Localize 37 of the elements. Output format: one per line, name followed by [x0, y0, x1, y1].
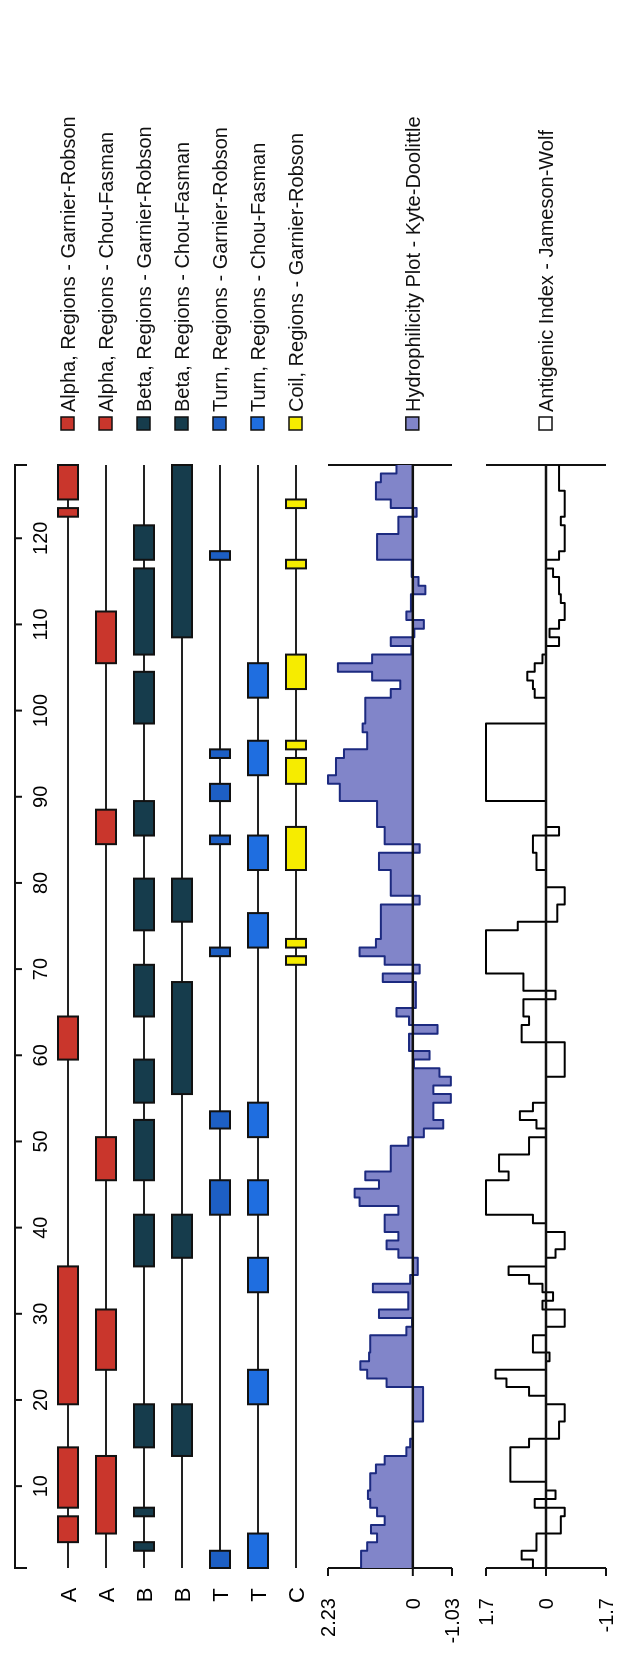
x-tick-label: T — [245, 1588, 271, 1602]
y-tick-label: 20 — [29, 1388, 51, 1412]
text: Beta, Regions - Garnier-Robson — [133, 126, 155, 412]
text: Turn, Regions - Garnier-Robson — [209, 127, 231, 412]
text: Turn, Regions - Chou-Fasman — [247, 142, 269, 412]
x-tick-label: A — [55, 1587, 81, 1603]
y-tick-label: 10 — [29, 1475, 51, 1498]
text: Antigenic Index - Jameson-Wolf — [535, 129, 557, 412]
y-tick-label: 120 — [29, 521, 51, 555]
y-tick-label: 30 — [29, 1302, 51, 1325]
y-tick-label: 60 — [29, 1044, 51, 1067]
x-tick-label: 0 — [535, 1598, 557, 1610]
y-tick-label: 110 — [29, 608, 51, 641]
text: Alpha, Regions - Chou-Fasman — [95, 131, 117, 412]
y-tick-label: 40 — [29, 1216, 51, 1239]
bar — [133, 524, 155, 561]
y-tick-label: 100 — [29, 693, 51, 728]
x-tick-label: -1.7 — [595, 1598, 617, 1633]
text: Hydrophilicity Plot - Kyte-Doolittle — [401, 116, 424, 412]
bar — [133, 567, 155, 656]
y-tick-label: 80 — [29, 871, 51, 895]
y-tick-label: 50 — [29, 1130, 51, 1153]
x-tick-label: A — [93, 1587, 119, 1603]
y-tick-label: 90 — [29, 785, 51, 808]
text: Beta, Regions - Chou-Fasman — [171, 141, 193, 412]
x-tick-label: -1.03 — [441, 1598, 463, 1644]
x-tick-label: B — [169, 1587, 195, 1603]
text: Coil, Regions - Garnier-Robson — [285, 132, 307, 412]
x-tick-label: C — [283, 1586, 309, 1603]
x-tick-label: B — [131, 1587, 157, 1603]
x-tick-label: 0 — [401, 1598, 424, 1610]
x-tick-label: 2.23 — [317, 1598, 339, 1637]
bar — [133, 670, 155, 725]
x-tick-label: T — [207, 1588, 233, 1602]
x-tick-label: 1.7 — [475, 1598, 497, 1626]
y-tick-label: 70 — [29, 957, 51, 981]
text: Alpha, Regions - Garnier-Robson — [57, 116, 79, 412]
